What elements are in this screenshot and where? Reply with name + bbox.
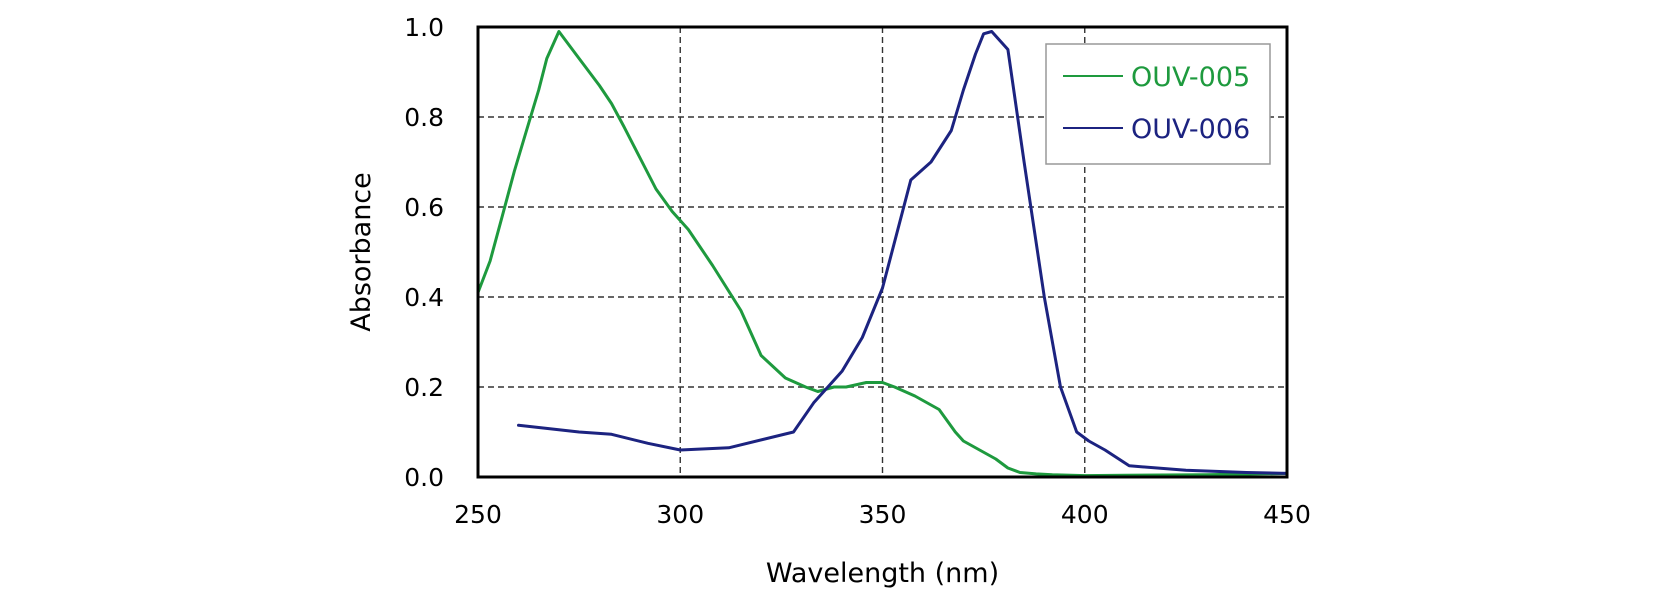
y-tick-label: 1.0 xyxy=(404,13,444,42)
legend-box xyxy=(1045,43,1271,165)
legend-label-ouv-006: OUV-006 xyxy=(1131,114,1250,145)
y-tick-label: 0.4 xyxy=(404,283,444,312)
series-line-ouv-006 xyxy=(517,30,1289,475)
x-axis-title: Wavelength (nm) xyxy=(766,558,999,589)
x-tick-label: 350 xyxy=(859,500,907,529)
series-layer xyxy=(476,30,1289,478)
y-axis-tick-labels: 0.0 0.2 0.4 0.6 0.8 1.0 xyxy=(404,13,444,492)
y-tick-label: 0.8 xyxy=(404,103,444,132)
x-tick-label: 300 xyxy=(656,500,704,529)
x-tick-label: 450 xyxy=(1263,500,1311,529)
plot-area-frame xyxy=(476,25,1289,479)
legend: OUV-005 OUV-006 xyxy=(1045,43,1271,165)
y-tick-label: 0.0 xyxy=(404,463,444,492)
y-tick-label: 0.2 xyxy=(404,373,444,402)
y-tick-label: 0.6 xyxy=(404,193,444,222)
x-tick-label: 400 xyxy=(1061,500,1109,529)
x-tick-label: 250 xyxy=(454,500,502,529)
legend-label-ouv-005: OUV-005 xyxy=(1131,62,1250,93)
series-line-ouv-005 xyxy=(476,30,1289,478)
x-axis-tick-labels: 250 300 350 400 450 xyxy=(454,500,1311,529)
y-axis-title: Absorbance xyxy=(346,172,377,332)
